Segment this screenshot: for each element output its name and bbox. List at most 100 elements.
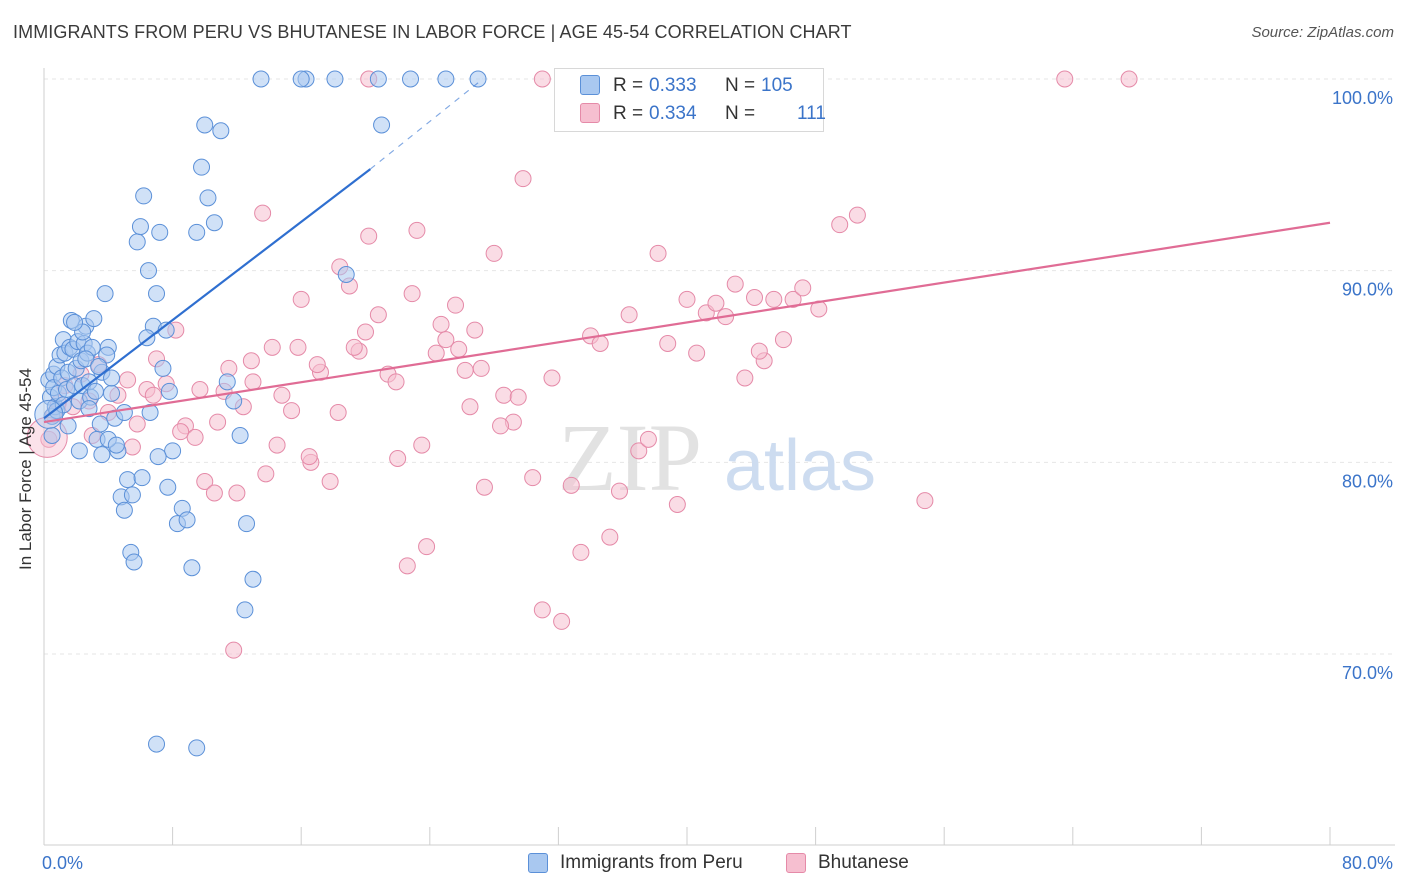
peru-trend-extension xyxy=(369,78,484,170)
peru-point xyxy=(107,436,125,454)
peru-point xyxy=(66,313,84,331)
bhutan-r-label: R = xyxy=(613,103,644,124)
bhutanese-point xyxy=(196,473,214,490)
bhutanese-point xyxy=(485,244,503,262)
bhutanese-point xyxy=(369,306,387,324)
peru-point xyxy=(469,70,487,88)
peru-point xyxy=(115,404,133,421)
bhutanese-point xyxy=(244,373,262,391)
bhutanese-point xyxy=(514,170,532,188)
bhutanese-point xyxy=(726,275,744,293)
y-axis-label: In Labor Force | Age 45-54 xyxy=(16,368,35,570)
correlation-legend: R = 0.333 N = 105 R = 0.334 N = 111 xyxy=(554,68,826,132)
bhutanese-point xyxy=(209,413,227,431)
peru-point xyxy=(402,70,420,88)
bhutanese-point xyxy=(495,386,513,404)
trend-lines xyxy=(43,78,1331,424)
bhutanese-point xyxy=(432,315,450,333)
bhutanese-point xyxy=(345,338,363,356)
bhutanese-point xyxy=(191,381,209,398)
peru-legend-swatch xyxy=(528,853,548,873)
peru-legend-label: Immigrants from Peru xyxy=(560,852,743,873)
bhutanese-point xyxy=(831,216,849,234)
bhutanese-point xyxy=(509,388,527,406)
watermark-atlas: atlas xyxy=(724,426,876,506)
bhutanese-point xyxy=(784,290,802,308)
bhutanese-point xyxy=(329,404,347,421)
chart-title: IMMIGRANTS FROM PERU VS BHUTANESE IN LAB… xyxy=(13,22,852,42)
bhutanese-point xyxy=(572,543,590,561)
bhutanese-point xyxy=(144,386,162,404)
watermark-zip: ZIP xyxy=(558,404,702,511)
peru-trend-line xyxy=(43,168,371,420)
y-tick-label: 100.0% xyxy=(1332,88,1393,108)
bhutanese-point xyxy=(1120,70,1138,88)
bhutan-legend-swatch xyxy=(786,853,806,873)
peru-point xyxy=(212,122,230,140)
peru-point xyxy=(86,382,104,400)
bhutanese-point xyxy=(413,436,431,454)
bhutanese-point xyxy=(263,338,281,356)
bhutanese-point xyxy=(774,331,792,349)
bhutanese-point xyxy=(308,356,326,374)
peru-point xyxy=(337,266,355,283)
bhutanese-point xyxy=(472,359,490,377)
peru-point xyxy=(151,223,169,241)
bhutanese-point xyxy=(289,338,307,356)
bhutanese-point xyxy=(273,386,291,404)
peru-point xyxy=(238,515,256,533)
bhutanese-point xyxy=(746,289,764,306)
bhutanese-point xyxy=(186,428,204,446)
bhutanese-point xyxy=(437,331,455,349)
peru-point xyxy=(149,448,167,466)
bhutanese-point xyxy=(119,371,137,389)
bhutanese-point xyxy=(225,641,243,659)
bhutanese-point xyxy=(475,478,493,496)
y-tick-label: 90.0% xyxy=(1342,280,1393,300)
bhutanese-point xyxy=(668,496,686,513)
peru-point xyxy=(128,233,146,251)
peru-r-value: 0.333 xyxy=(649,75,697,96)
peru-point xyxy=(103,384,121,402)
bhutanese-point xyxy=(492,417,510,435)
tick-labels: 70.0% 80.0% 90.0% 100.0% 0.0% 80.0% xyxy=(42,88,1393,873)
bhutanese-point xyxy=(1056,70,1074,88)
peru-point xyxy=(131,218,149,236)
y-tick-label: 70.0% xyxy=(1342,663,1393,683)
peru-point xyxy=(93,446,111,464)
bhutanese-point xyxy=(357,323,374,341)
bhutanese-point xyxy=(562,476,580,494)
bhutanese-point xyxy=(750,342,768,360)
bhutanese-point xyxy=(649,244,667,262)
peru-point xyxy=(292,70,310,88)
bhutanese-point xyxy=(533,601,551,619)
bhutanese-point xyxy=(205,484,223,502)
bhutanese-point xyxy=(450,340,468,358)
peru-point xyxy=(115,501,133,519)
bhutanese-point xyxy=(630,442,648,460)
peru-point xyxy=(148,285,166,303)
peru-point xyxy=(77,350,95,368)
bhutanese-point xyxy=(456,361,474,379)
peru-point xyxy=(244,570,262,588)
peru-point xyxy=(205,214,223,232)
bhutanese-point xyxy=(389,450,407,467)
peru-point xyxy=(80,400,98,418)
bhutanese-point xyxy=(360,227,378,245)
bhutanese-point xyxy=(268,436,286,454)
peru-point xyxy=(218,373,236,391)
peru-point xyxy=(123,486,141,504)
bhutan-legend-label: Bhutanese xyxy=(818,852,909,873)
peru-point xyxy=(199,189,217,207)
x-tick-label-max: 80.0% xyxy=(1342,853,1393,873)
peru-point xyxy=(196,116,214,134)
peru-point xyxy=(148,735,166,753)
bhutanese-point xyxy=(321,473,339,490)
bhutanese-point xyxy=(524,469,542,487)
peru-point xyxy=(91,415,109,433)
peru-point xyxy=(183,559,201,577)
peru-point xyxy=(225,392,243,410)
bhutan-n-value: 111 xyxy=(797,103,826,124)
x-tick-label-min: 0.0% xyxy=(42,853,83,873)
